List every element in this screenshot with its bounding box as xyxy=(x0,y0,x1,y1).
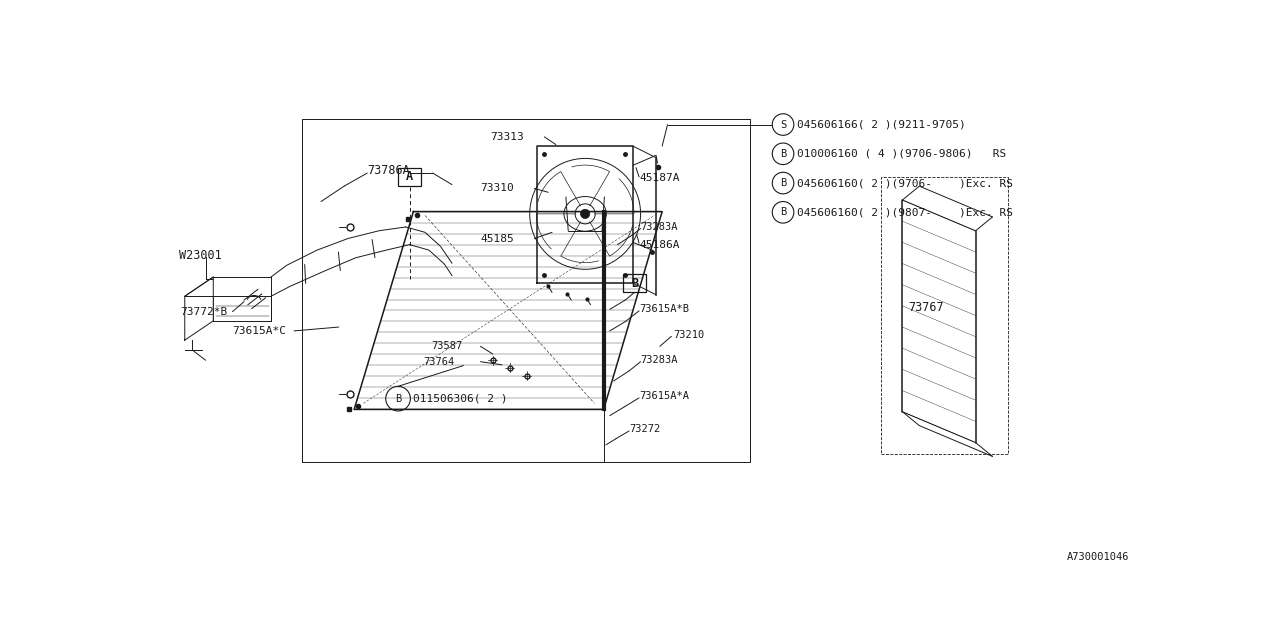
Text: 73587: 73587 xyxy=(431,341,462,351)
Text: B: B xyxy=(780,148,786,159)
Text: B: B xyxy=(780,178,786,188)
Text: 73615A*A: 73615A*A xyxy=(639,391,689,401)
Text: 045606160( 2 )(9807-    )Exc. RS: 045606160( 2 )(9807- )Exc. RS xyxy=(797,207,1012,218)
Text: A730001046: A730001046 xyxy=(1068,552,1129,562)
Text: 73615A*B: 73615A*B xyxy=(639,305,689,314)
Text: 73210: 73210 xyxy=(673,330,704,340)
Text: 010006160 ( 4 )(9706-9806)   RS: 010006160 ( 4 )(9706-9806) RS xyxy=(797,148,1006,159)
Text: 73272: 73272 xyxy=(628,424,660,435)
Text: 73283A: 73283A xyxy=(640,222,678,232)
Text: S: S xyxy=(780,120,786,129)
Text: 045606160( 2 )(9706-    )Exc. RS: 045606160( 2 )(9706- )Exc. RS xyxy=(797,178,1012,188)
Text: B: B xyxy=(396,394,401,404)
Text: 73767: 73767 xyxy=(909,301,945,314)
Text: B: B xyxy=(780,207,786,218)
Text: 73310: 73310 xyxy=(480,184,515,193)
Text: A: A xyxy=(406,170,413,184)
Text: B: B xyxy=(631,276,637,290)
Circle shape xyxy=(575,204,595,224)
Text: 73764: 73764 xyxy=(424,356,454,367)
Text: 011506306( 2 ): 011506306( 2 ) xyxy=(413,394,508,404)
Text: 73615A*C: 73615A*C xyxy=(233,326,287,336)
Text: 73786A: 73786A xyxy=(367,164,410,177)
Text: 45187A: 45187A xyxy=(639,173,680,184)
Text: 045606166( 2 )(9211-9705): 045606166( 2 )(9211-9705) xyxy=(797,120,965,129)
Circle shape xyxy=(581,209,590,218)
Text: 73283A: 73283A xyxy=(640,355,678,365)
Text: 45185: 45185 xyxy=(480,234,515,243)
Text: 73772*B: 73772*B xyxy=(180,307,228,317)
Text: W23001: W23001 xyxy=(179,249,221,262)
Text: 73313: 73313 xyxy=(490,132,525,142)
Text: 45186A: 45186A xyxy=(639,239,680,250)
